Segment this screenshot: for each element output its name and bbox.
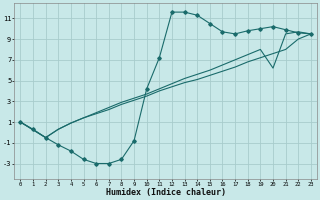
X-axis label: Humidex (Indice chaleur): Humidex (Indice chaleur)	[106, 188, 226, 197]
